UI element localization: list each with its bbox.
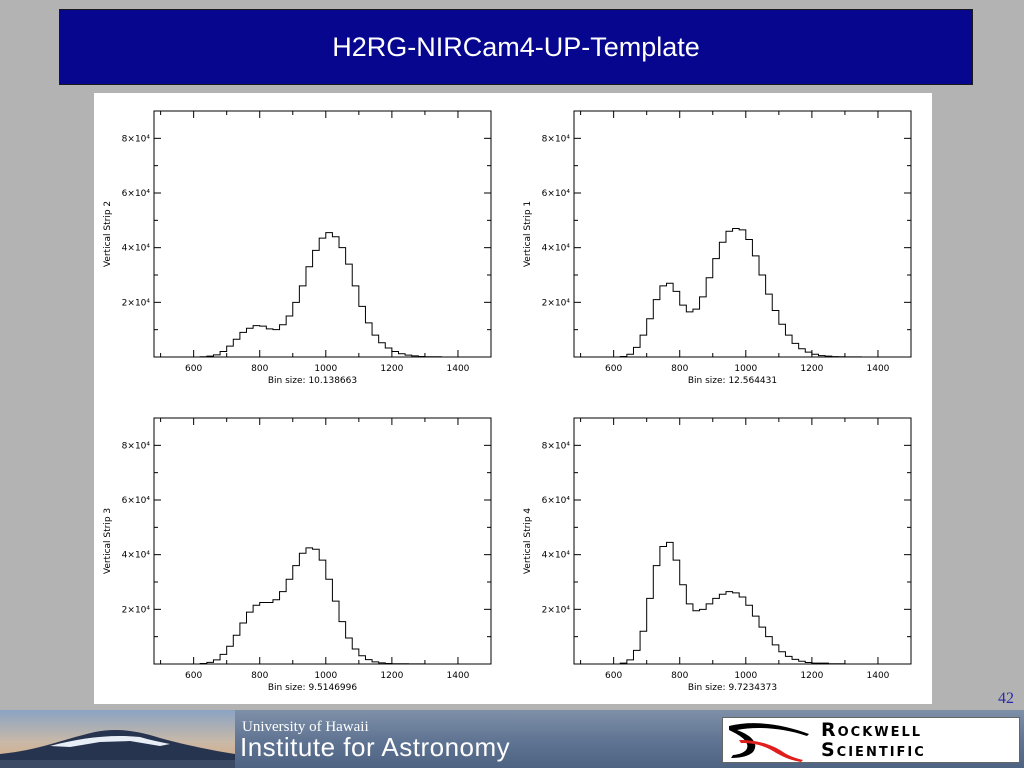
chart-1-ytick-label-3: 8×10⁴ (122, 134, 151, 144)
chart-3-xlabel: Bin size: 9.5146996 (268, 683, 358, 693)
rockwell-line-1: Rockwell (821, 719, 923, 741)
plot-panel: 600 800 1000 1200 1400 2×10⁴ 4×10⁴ 6×10⁴ 8×10⁴ Bi… (94, 93, 932, 704)
chart-4-xtick-label-1: 800 (671, 671, 688, 681)
chart-1-xtick-label-4: 1400 (447, 364, 470, 374)
chart-3-ytick-label-0: 2×10⁴ (122, 605, 151, 615)
chart-3-ytick-label-3: 8×10⁴ (122, 441, 151, 451)
chart-1-xlabel: Bin size: 10.138663 (268, 376, 357, 386)
chart-1-ytick-label-2: 6×10⁴ (122, 189, 151, 199)
chart-2-xtick-label-3: 1200 (800, 364, 823, 374)
chart-1-xtick-label-0: 600 (185, 364, 202, 374)
chart-4-xtick-label-2: 1000 (734, 671, 757, 681)
chart-4-ytick-label-1: 4×10⁴ (542, 551, 571, 561)
chart-2-xtick-label-2: 1000 (734, 364, 757, 374)
histogram-grid: 600 800 1000 1200 1400 2×10⁴ 4×10⁴ 6×10⁴ 8×10⁴ Bi… (103, 110, 912, 693)
page-number: 42 (998, 690, 1014, 707)
rockwell-line-2: Scientific (821, 739, 926, 761)
chart-3-xtick-label-2: 1000 (314, 671, 337, 681)
chart-2-xtick-label-4: 1400 (867, 364, 890, 374)
chart-4-xlabel: Bin size: 9.7234373 (688, 683, 777, 693)
chart-1-histogram-line (193, 232, 491, 358)
chart-3-ylabel: Vertical Strip 3 (103, 508, 113, 574)
chart-3-frame (153, 417, 492, 665)
chart-1-ytick-label-0: 2×10⁴ (122, 298, 151, 308)
chart-4-ylabel: Vertical Strip 4 (523, 508, 533, 575)
slide-title: H2RG-NIRCam4-UP-Template (59, 9, 973, 85)
chart-3-xtick-label-1: 800 (251, 671, 268, 681)
chart-1-xtick-label-2: 1000 (314, 364, 337, 374)
chart-4-ytick-label-2: 6×10⁴ (542, 496, 571, 506)
chart-4-xtick-label-0: 600 (605, 671, 622, 681)
chart-4-ytick-label-3: 8×10⁴ (542, 441, 571, 451)
chart-4-ytick-label-0: 2×10⁴ (542, 605, 571, 615)
chart-2-ytick-label-1: 4×10⁴ (542, 244, 571, 254)
chart-4-xtick-label-4: 1400 (867, 671, 890, 681)
chart-2-xlabel: Bin size: 12.564431 (688, 376, 777, 386)
university-line: University of Hawaii (242, 719, 369, 735)
chart-4-histogram-line (613, 541, 911, 665)
rockwell-swoosh-icon (729, 723, 809, 762)
institute-line: Institute for Astronomy (240, 732, 511, 762)
chart-1-ylabel: Vertical Strip 2 (103, 201, 113, 267)
rockwell-scientific-logo: Rockwell Scientific (722, 717, 1020, 763)
chart-2-ytick-label-3: 8×10⁴ (542, 134, 571, 144)
chart-2-xtick-label-0: 600 (605, 364, 622, 374)
chart-4-xtick-label-3: 1200 (800, 671, 823, 681)
chart-2-frame (573, 110, 912, 358)
chart-2-ylabel: Vertical Strip 1 (523, 201, 533, 267)
chart-3-xtick-label-0: 600 (185, 671, 202, 681)
chart-3-xtick-label-3: 1200 (380, 671, 403, 681)
mauna-kea-mountain-icon (0, 710, 235, 768)
chart-1-ytick-label-1: 4×10⁴ (122, 244, 151, 254)
chart-1-xtick-label-1: 800 (251, 364, 268, 374)
chart-1-xtick-label-3: 1200 (380, 364, 403, 374)
chart-2-ytick-label-2: 6×10⁴ (542, 189, 571, 199)
chart-2-xtick-label-1: 800 (671, 364, 688, 374)
chart-2-ytick-label-0: 2×10⁴ (542, 298, 571, 308)
chart-3-ytick-label-1: 4×10⁴ (122, 551, 151, 561)
chart-3-xtick-label-4: 1400 (447, 671, 470, 681)
chart-3-ytick-label-2: 6×10⁴ (122, 496, 151, 506)
chart-3-histogram-line (193, 547, 491, 665)
chart-2-histogram-line (613, 228, 911, 358)
chart-4-frame (573, 417, 912, 665)
chart-1-frame (153, 110, 492, 358)
